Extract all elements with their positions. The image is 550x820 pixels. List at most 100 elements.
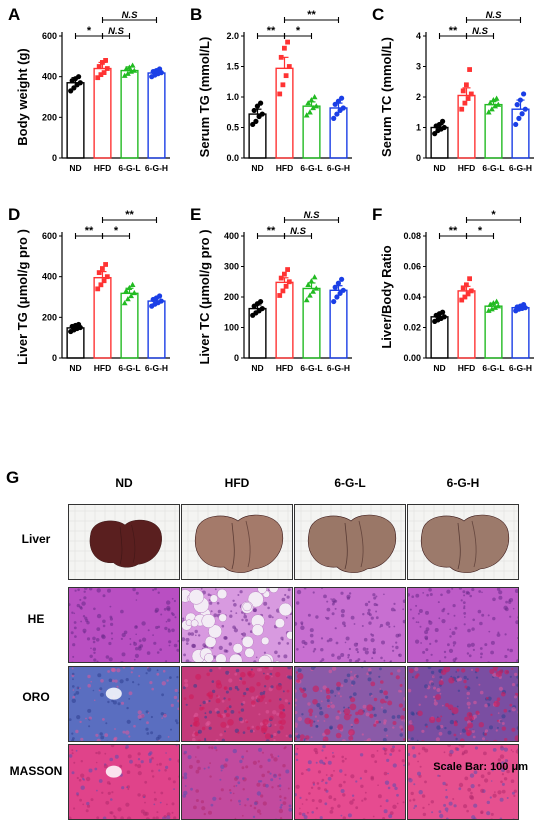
data-point bbox=[76, 322, 81, 327]
bar-6-g-l bbox=[121, 71, 138, 158]
data-point bbox=[494, 299, 500, 304]
y-tick-label: 100 bbox=[224, 323, 239, 333]
category-label: 6-G-L bbox=[482, 163, 504, 173]
y-tick-label: 1 bbox=[416, 123, 421, 133]
data-point bbox=[105, 274, 110, 279]
data-point bbox=[103, 58, 108, 63]
y-tick-label: 600 bbox=[42, 31, 57, 41]
data-point bbox=[521, 91, 526, 96]
bar-6-g-h bbox=[148, 73, 165, 158]
category-label: HFD bbox=[94, 163, 111, 173]
image-masson-nd bbox=[68, 744, 180, 820]
data-point bbox=[282, 272, 287, 277]
panel-letter-g: G bbox=[6, 468, 19, 488]
data-point bbox=[469, 92, 474, 97]
category-label: ND bbox=[69, 363, 81, 373]
y-axis-label: Liver/Body Ratio bbox=[379, 245, 394, 348]
y-tick-label: 0.02 bbox=[403, 323, 421, 333]
data-point bbox=[440, 119, 445, 124]
data-point bbox=[440, 310, 445, 315]
y-tick-label: 0 bbox=[52, 153, 57, 163]
category-label: ND bbox=[433, 363, 445, 373]
y-axis-label: Body weight (g) bbox=[15, 48, 30, 146]
data-point bbox=[341, 288, 346, 293]
y-tick-label: 200 bbox=[42, 312, 57, 322]
panel-letter-b: B bbox=[190, 5, 202, 24]
significance-label: N.S bbox=[122, 10, 139, 21]
data-point bbox=[76, 74, 81, 79]
column-header-6gl: 6-G-L bbox=[294, 476, 406, 490]
data-point bbox=[339, 96, 344, 101]
image-he-6gl bbox=[294, 587, 406, 663]
panel-letter-d: D bbox=[8, 205, 20, 224]
data-point bbox=[281, 82, 286, 87]
data-point bbox=[442, 125, 447, 130]
significance-label: N.S bbox=[472, 26, 489, 37]
y-tick-label: 1.5 bbox=[226, 62, 239, 72]
data-point bbox=[260, 111, 265, 116]
row-header-masson: MASSON bbox=[8, 764, 64, 778]
y-tick-label: 0 bbox=[416, 153, 421, 163]
y-tick-label: 200 bbox=[42, 112, 57, 122]
category-label: ND bbox=[251, 363, 263, 373]
data-point bbox=[285, 40, 290, 45]
significance-label: N.S bbox=[290, 226, 307, 237]
category-label: 6-G-L bbox=[118, 363, 140, 373]
significance-label: N.S bbox=[486, 10, 503, 21]
panel-letter-c: C bbox=[372, 5, 384, 24]
data-point bbox=[459, 107, 464, 112]
data-point bbox=[103, 262, 108, 267]
y-tick-label: 3 bbox=[416, 62, 421, 72]
panel-letter-a: A bbox=[8, 5, 20, 24]
data-point bbox=[461, 89, 466, 94]
y-tick-label: 0 bbox=[234, 353, 239, 363]
data-point bbox=[515, 102, 520, 107]
data-point bbox=[523, 107, 528, 112]
data-point bbox=[466, 96, 471, 101]
y-axis-label: Serum TC (mmol/L) bbox=[379, 37, 394, 157]
category-label: 6-G-H bbox=[327, 363, 350, 373]
scale-bar-label: Scale Bar: 100 μm bbox=[433, 761, 528, 773]
data-point bbox=[252, 108, 257, 113]
image-liver-nd bbox=[68, 504, 180, 580]
data-point bbox=[513, 122, 518, 127]
category-label: 6-G-H bbox=[145, 163, 168, 173]
image-oro-6gh bbox=[407, 666, 519, 742]
data-point bbox=[258, 101, 263, 106]
data-point bbox=[464, 82, 469, 87]
y-tick-label: 0.04 bbox=[403, 292, 421, 302]
image-liver-6gl bbox=[294, 504, 406, 580]
y-tick-label: 200 bbox=[224, 292, 239, 302]
data-point bbox=[467, 67, 472, 72]
data-point bbox=[520, 111, 525, 116]
significance-label: N.S bbox=[108, 26, 125, 37]
y-tick-label: 400 bbox=[224, 231, 239, 241]
y-axis-label: Liver TC (μmol/g pro ) bbox=[197, 229, 212, 364]
data-point bbox=[464, 282, 469, 287]
category-label: HFD bbox=[458, 363, 475, 373]
data-point bbox=[312, 94, 318, 99]
column-header-6gh: 6-G-H bbox=[407, 476, 519, 490]
bar-6-g-h bbox=[148, 301, 165, 358]
y-tick-label: 400 bbox=[42, 272, 57, 282]
image-masson-6gh bbox=[407, 744, 519, 820]
data-point bbox=[463, 101, 468, 106]
y-tick-label: 400 bbox=[42, 72, 57, 82]
bar-nd bbox=[67, 83, 84, 158]
category-label: 6-G-H bbox=[145, 363, 168, 373]
data-point bbox=[287, 279, 292, 284]
data-point bbox=[518, 97, 523, 102]
significance-label: ** bbox=[449, 225, 458, 237]
data-point bbox=[284, 284, 289, 289]
significance-label: ** bbox=[85, 225, 94, 237]
data-point bbox=[341, 105, 346, 110]
category-label: 6-G-L bbox=[118, 163, 140, 173]
image-liver-6gh bbox=[407, 504, 519, 580]
bar-6-g-h bbox=[512, 308, 529, 358]
significance-label: * bbox=[87, 25, 92, 37]
data-point bbox=[130, 62, 136, 67]
